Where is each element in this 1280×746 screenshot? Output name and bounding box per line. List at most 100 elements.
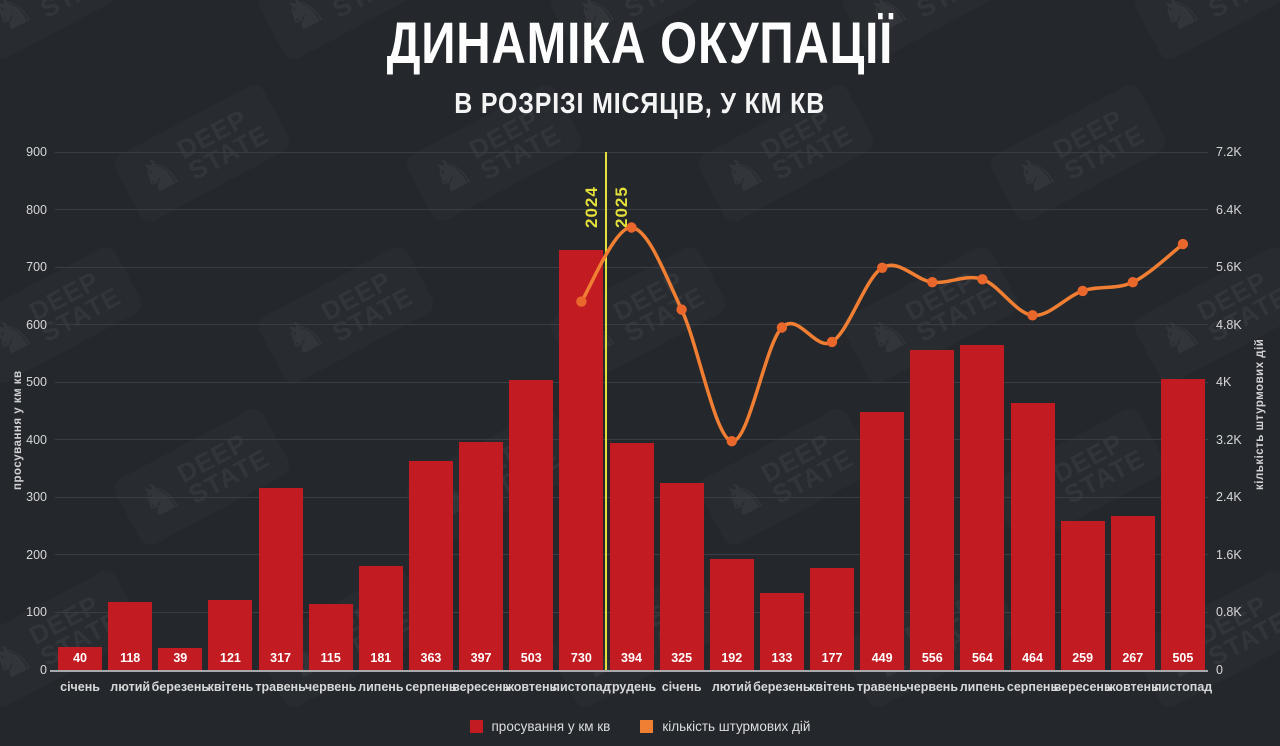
bar [1060, 520, 1105, 670]
x-tick-label: жовтень [1106, 680, 1159, 694]
left-axis-tick: 0 [40, 663, 47, 677]
line-marker [676, 304, 687, 315]
x-tick-label: жовтень [505, 680, 558, 694]
page-title: ДИНАМІКА ОКУПАЦІЇ [386, 11, 894, 76]
left-axis-tick: 500 [26, 375, 47, 390]
bar [308, 603, 353, 670]
knight-logo-icon: ♞ [131, 467, 190, 530]
gridline [55, 266, 1208, 268]
bar [258, 487, 303, 670]
gridline [55, 381, 1208, 383]
x-tick-label: червень [304, 680, 357, 694]
line-marker [927, 277, 938, 288]
line-marker [877, 262, 888, 273]
bar [960, 345, 1005, 670]
year-divider-line [605, 152, 608, 670]
bar [358, 565, 403, 670]
knight-logo-icon: ♞ [859, 305, 918, 368]
line-marker [1027, 310, 1038, 321]
bar-value-label: 133 [771, 651, 793, 665]
line-marker [726, 436, 737, 447]
bar-value-label: 177 [821, 651, 843, 665]
left-axis-tick: 100 [26, 605, 47, 620]
bar [759, 593, 804, 670]
knight-logo-icon: ♞ [715, 467, 774, 530]
x-tick-label: серпень [405, 680, 457, 694]
left-axis-tick: 600 [26, 317, 47, 332]
x-tick-label: листопад [1153, 680, 1213, 694]
right-axis-tick: 4K [1216, 375, 1232, 390]
knight-logo-icon: ♞ [0, 629, 42, 692]
bar [659, 482, 704, 670]
bar-value-label: 259 [1072, 651, 1094, 665]
x-tick-label: липень [959, 680, 1006, 694]
line-marker [826, 336, 838, 348]
line-marker [1077, 285, 1088, 297]
x-tick-label: січень [661, 680, 702, 694]
bar-value-label: 730 [570, 651, 592, 665]
line-marker [1127, 277, 1139, 288]
x-tick-label: вересень [452, 680, 511, 694]
knight-logo-icon: ♞ [1151, 305, 1210, 368]
right-axis-tick: 1.6K [1216, 547, 1242, 562]
knight-logo-icon: ♞ [1007, 143, 1066, 206]
bar-series-swatch [469, 720, 483, 733]
legend-label-advance: просування у км кв [491, 719, 611, 734]
chart-legend: просування у км кв кількість штурмових д… [0, 719, 1280, 734]
legend-item-advance: просування у км кв [469, 719, 611, 734]
x-tick-label: червень [906, 680, 959, 694]
right-axis-tick: 0.8K [1216, 605, 1242, 620]
right-axis-tick: 7.2K [1216, 145, 1242, 159]
bar-value-label: 505 [1172, 651, 1194, 665]
bar-value-label: 40 [73, 651, 88, 665]
bar-value-label: 267 [1122, 651, 1144, 665]
bar [910, 349, 955, 670]
x-tick-label: серпень [1006, 680, 1059, 694]
bar-value-label: 394 [621, 651, 642, 665]
bar-value-label: 397 [470, 651, 492, 665]
bar [860, 411, 905, 670]
bar [559, 249, 604, 670]
x-tick-label: березень [753, 680, 811, 694]
x-tick-label: лютий [110, 680, 151, 694]
bar [108, 602, 153, 670]
left-axis-tick: 900 [26, 145, 47, 159]
x-tick-label: січень [60, 680, 100, 694]
bar [1160, 379, 1205, 670]
bar [1010, 402, 1055, 670]
bar-value-label: 325 [671, 651, 693, 665]
year-label-2025: 2025 [612, 186, 632, 228]
left-axis-tick: 300 [26, 490, 47, 505]
right-axis-tick: 3.2K [1216, 432, 1242, 447]
bar-value-label: 363 [420, 651, 442, 665]
bar [408, 461, 453, 670]
x-tick-label: березень [151, 680, 210, 694]
x-tick-label: липень [358, 680, 404, 694]
bar [1110, 516, 1155, 670]
left-axis-tick: 800 [26, 202, 47, 217]
line-marker [1177, 238, 1189, 250]
left-axis-title: просування у км кв [12, 370, 24, 490]
right-axis-tick: 2.4K [1216, 490, 1242, 505]
line-path [579, 225, 1185, 443]
knight-logo-icon: ♞ [423, 143, 482, 206]
gridline [55, 151, 1208, 153]
bar [158, 647, 203, 670]
line-marker [977, 274, 988, 285]
bar-value-label: 115 [320, 651, 341, 665]
bar [58, 646, 103, 670]
bar [509, 380, 554, 670]
bar-value-label: 118 [120, 651, 141, 665]
bar-value-label: 317 [270, 651, 291, 665]
knight-logo-icon: ♞ [715, 143, 774, 206]
bar-value-label: 192 [721, 651, 743, 665]
bar [709, 559, 754, 670]
